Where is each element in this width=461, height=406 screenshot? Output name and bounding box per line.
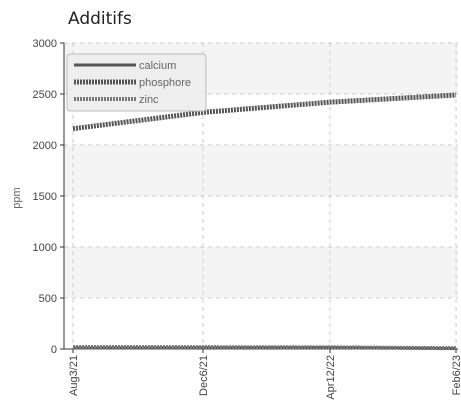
x-tick-label: Dec6/21 [198, 355, 210, 396]
plot-band [64, 145, 458, 196]
legend: calcium phosphore zinc [66, 53, 207, 112]
x-tick-label: Aug3/21 [68, 355, 80, 396]
x-tick-label: Feb6/23 [451, 355, 461, 395]
chart-title: Additifs [68, 9, 132, 29]
series-line-zinc [72, 344, 457, 351]
legend-label-calcium: calcium [139, 60, 176, 72]
y-tick-label: 1500 [33, 191, 57, 203]
plot-band [64, 247, 458, 298]
plot-band [64, 196, 458, 247]
y-tick-label: 3000 [33, 38, 57, 50]
plot-band [64, 298, 458, 349]
x-tick-label: Apr12/22 [325, 355, 337, 400]
y-tick-label: 2000 [33, 140, 57, 152]
y-tick-label: 1000 [33, 242, 57, 254]
y-tick-label: 500 [39, 293, 57, 305]
y-tick-label: 0 [51, 344, 57, 356]
y-axis-label: ppm [11, 187, 23, 208]
legend-label-zinc: zinc [139, 94, 159, 106]
series-line-phosphore [72, 92, 457, 132]
legend-box [66, 53, 207, 112]
legend-label-phosphore: phosphore [139, 77, 191, 89]
y-tick-label: 2500 [33, 89, 57, 101]
